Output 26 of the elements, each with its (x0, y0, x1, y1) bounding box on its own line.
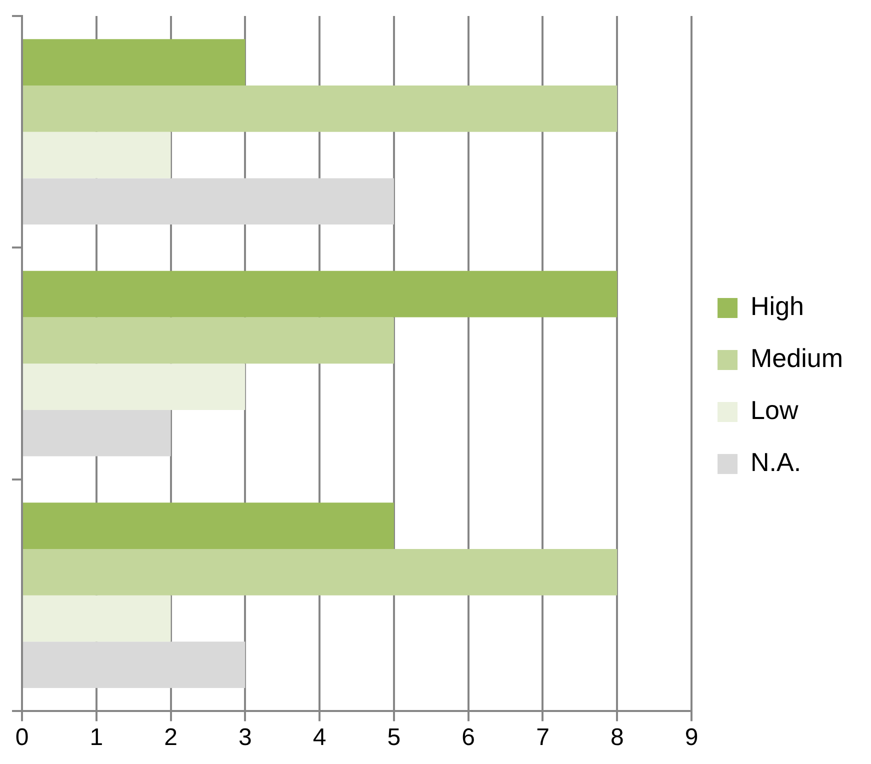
x-tick-label: 3 (238, 724, 252, 752)
legend-label: Low (750, 395, 798, 426)
bar (23, 178, 394, 225)
x-tick-label: 2 (164, 724, 178, 752)
x-tick-label: 8 (610, 724, 624, 752)
bar (23, 132, 171, 178)
bar (23, 364, 246, 410)
legend-label: High (750, 291, 804, 322)
x-tick-label: 5 (387, 724, 401, 752)
bar (23, 548, 618, 596)
bar (23, 595, 171, 642)
bar (23, 86, 618, 132)
x-tick-label: 4 (312, 724, 326, 752)
x-tick-label: 6 (462, 724, 476, 752)
bar (23, 642, 246, 688)
bar (23, 502, 394, 549)
bar (23, 410, 171, 456)
x-tick-label: 1 (90, 724, 104, 752)
bar (23, 39, 246, 86)
bar (23, 317, 394, 364)
bar (23, 270, 618, 318)
legend-label: Medium (750, 343, 844, 374)
x-tick-label: 7 (536, 724, 550, 752)
legend-label: N.A. (750, 447, 802, 478)
x-tick-label: 9 (684, 724, 698, 752)
x-tick-label: 0 (15, 724, 29, 752)
